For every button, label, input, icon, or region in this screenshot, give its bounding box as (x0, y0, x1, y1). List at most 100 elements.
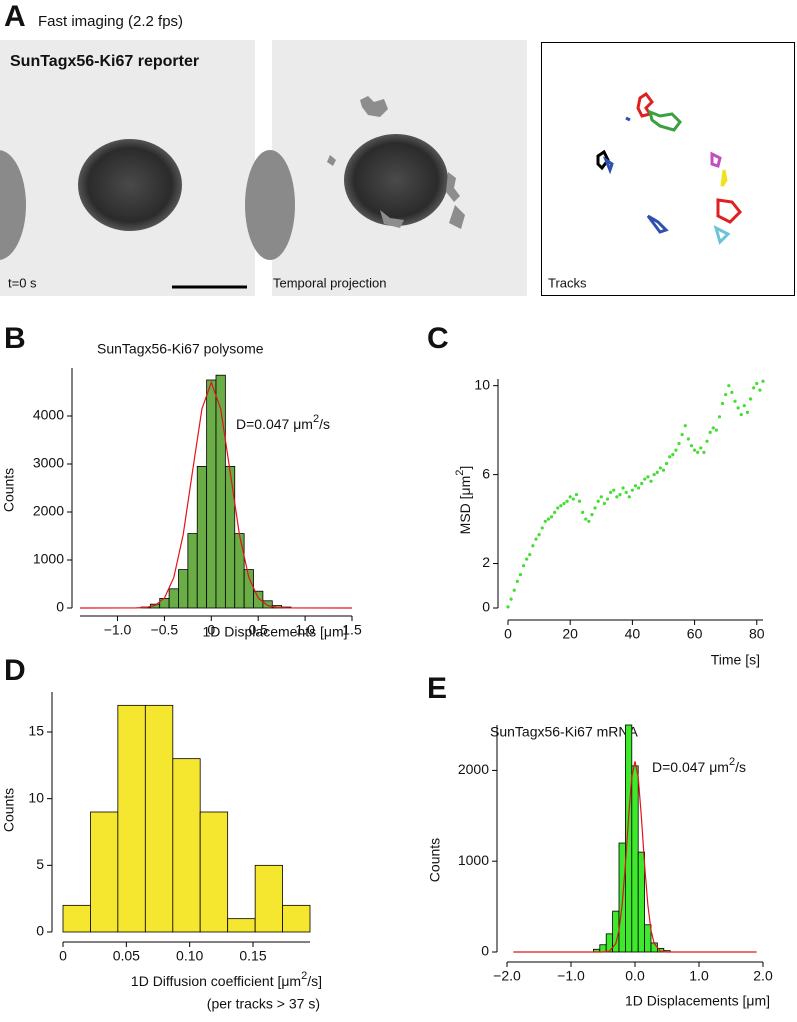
point (599, 495, 603, 499)
x-axis-label: 1D Displacements [μm] (625, 993, 770, 1009)
bar (90, 811, 119, 933)
point (761, 379, 765, 383)
point (534, 537, 538, 541)
y-tick-label: 2000 (33, 503, 64, 519)
y-tick-label: 2 (482, 554, 490, 570)
point (730, 390, 734, 394)
point (624, 490, 628, 494)
point (637, 486, 641, 490)
point (646, 475, 650, 479)
y-tick-label: 10 (28, 789, 44, 805)
point (717, 415, 722, 419)
point (655, 470, 659, 474)
point (565, 499, 569, 503)
y-tick-label: 4000 (33, 407, 64, 423)
x-tick-label: −1.0 (557, 968, 585, 984)
cell (245, 150, 295, 260)
chart-title: SunTagx56-Ki67 mRNA (490, 724, 639, 740)
point (543, 519, 547, 523)
point (587, 519, 591, 523)
point (581, 510, 585, 514)
point (568, 495, 572, 499)
bar (159, 598, 170, 609)
panel-a: A Fast imaging (2.2 fps) SunTagx56-Ki67 … (0, 0, 795, 296)
point (758, 388, 762, 392)
bar (168, 588, 179, 609)
point (714, 428, 718, 432)
x-axis-label: Time [s] (711, 652, 760, 668)
chart-title: SunTagx56-Ki67 polysome (97, 341, 264, 357)
bar (631, 765, 639, 953)
point (677, 441, 681, 446)
y-tick-label: 0 (482, 599, 490, 615)
y-axis-label-part: MSD [μm (457, 476, 473, 535)
bar (199, 811, 229, 933)
point (609, 490, 613, 494)
x-axis-label-part: 1D Diffusion coefficient [μm (131, 973, 301, 989)
y-tick-label: 6 (482, 465, 490, 481)
point (649, 479, 653, 483)
image-label: SunTagx56-Ki67 reporter (10, 53, 199, 70)
y-tick-label: 2000 (458, 761, 489, 777)
point (630, 488, 634, 492)
annotation-part: /s (735, 759, 746, 775)
x-axis-label: 1D Diffusion coefficient [μm2/s] (131, 970, 322, 989)
point (664, 461, 669, 466)
point (540, 526, 544, 530)
x-tick-label: 0 (207, 622, 215, 638)
image (541, 42, 795, 296)
point (618, 493, 622, 497)
point (590, 513, 594, 517)
x-tick-label: 0.15 (239, 948, 266, 964)
point (748, 397, 753, 401)
point (671, 452, 675, 457)
bar (282, 904, 311, 933)
bar (234, 533, 245, 609)
annotation-part: D=0.047 μm (236, 416, 313, 432)
point (615, 495, 619, 499)
annotation-part: D=0.047 μm (652, 759, 729, 775)
point (752, 386, 756, 390)
tracks (596, 91, 743, 245)
y-axis-label-part: 2 (454, 470, 466, 476)
y-axis-label: Counts (1, 788, 17, 832)
bar (224, 465, 236, 609)
y-tick-label: 5 (36, 856, 44, 872)
x-tick-label: 0 (504, 626, 512, 642)
x-axis-label: 1D Displacements [μm] (203, 624, 348, 640)
bar (644, 924, 652, 953)
bar (262, 600, 273, 609)
point (577, 499, 582, 503)
x-axis-label-part: /s] (307, 973, 322, 989)
x-tick-label: −2.0 (493, 968, 521, 984)
point (702, 450, 706, 454)
x-axis-label: (per tracks > 37 s) (207, 996, 320, 1012)
y-tick-label: 1000 (33, 551, 64, 567)
point (612, 488, 616, 492)
point (596, 499, 600, 503)
x-tick-label: 0.10 (176, 948, 203, 964)
point (708, 430, 712, 434)
point (640, 481, 644, 486)
point (509, 597, 513, 601)
bar (117, 704, 146, 933)
y-tick-label: 0 (56, 599, 64, 615)
cell (0, 150, 26, 260)
point (605, 497, 610, 501)
panel-letter: B (4, 322, 26, 355)
point (549, 515, 554, 519)
point (531, 544, 535, 548)
point (506, 605, 510, 609)
x-tick-label: 0.0 (625, 968, 645, 984)
point (745, 410, 750, 414)
point (711, 426, 715, 430)
point (593, 506, 597, 510)
fit-line (79, 380, 353, 609)
point (696, 450, 700, 454)
point (621, 486, 625, 490)
image-label: Temporal projection (273, 275, 386, 290)
point (584, 517, 588, 521)
point (755, 381, 759, 386)
cell (344, 134, 448, 226)
